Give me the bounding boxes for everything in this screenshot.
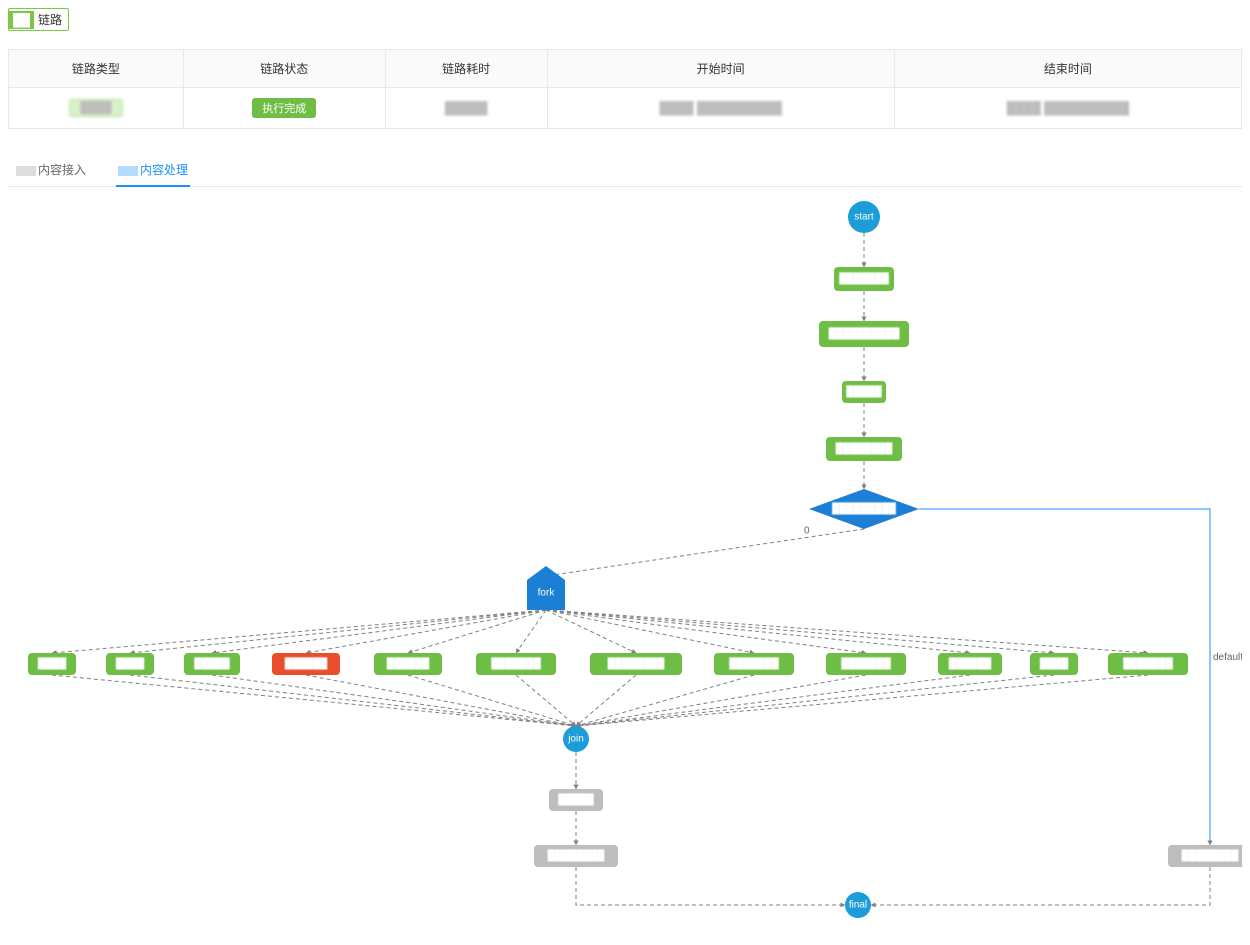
svg-text:████████: ████████ [548,849,606,863]
edge-b1-join [52,675,576,726]
svg-text:████████: ████████ [608,657,666,671]
edge-b10-join [576,675,970,726]
svg-text:██████: ██████ [285,657,328,671]
svg-text:██████: ██████ [387,657,430,671]
edge-fork-b3 [212,610,546,653]
node-b6[interactable]: ███████ [476,653,556,675]
tab-content-ingest[interactable]: 内容接入 [14,153,88,186]
node-b3[interactable]: █████ [184,653,240,675]
node-p3[interactable]: █████ [842,381,886,403]
cell-duration: █████ [445,101,488,115]
edge-g2-final [576,867,845,905]
flowchart-canvas: 0defaultstart███████████████████████████… [8,193,1242,933]
node-b7[interactable]: ████████ [590,653,682,675]
edge-label: default [1213,652,1242,663]
top-badge-prefix: ██ [9,11,34,29]
th-status: 链路状态 [183,50,385,88]
tab-content-process[interactable]: 内容处理 [116,153,190,186]
svg-text:█████: █████ [194,657,230,671]
th-type: 链路类型 [9,50,184,88]
svg-text:join: join [567,734,584,745]
edge-b12-join [576,675,1148,726]
node-p2[interactable]: ██████████ [819,321,909,347]
node-b12[interactable]: ███████ [1108,653,1188,675]
th-start: 开始时间 [547,50,894,88]
node-b2[interactable]: ████ [106,653,154,675]
edge-fork-b12 [546,610,1148,653]
edge-b2-join [130,675,576,726]
cell-status-badge: 执行完成 [252,98,316,118]
node-b5[interactable]: ██████ [374,653,442,675]
node-final[interactable]: final [845,892,871,918]
node-b4[interactable]: ██████ [272,653,340,675]
th-duration: 链路耗时 [385,50,547,88]
node-p1[interactable]: ███████ [834,267,894,291]
cell-end: ████ ██████████ [1007,101,1129,115]
node-g3[interactable]: ████████ [1168,845,1242,867]
tabs: 内容接入 内容处理 [8,153,1242,187]
svg-text:████: ████ [116,657,145,671]
edge-fork-b9 [546,610,866,653]
node-p4[interactable]: ████████ [826,437,902,461]
svg-text:████████: ████████ [836,442,894,456]
info-table: 链路类型 链路状态 链路耗时 开始时间 结束时间 ████ 执行完成 █████… [8,49,1242,129]
svg-text:fork: fork [538,588,556,599]
top-badge: ██ 链路 [8,8,69,31]
cell-type: ████ [69,99,122,117]
node-b9[interactable]: ███████ [826,653,906,675]
svg-text:████: ████ [1040,657,1069,671]
svg-text:███████: ███████ [491,657,542,671]
th-end: 结束时间 [894,50,1241,88]
svg-text:███████: ███████ [841,657,892,671]
flowchart-svg: 0defaultstart███████████████████████████… [8,193,1242,933]
node-join[interactable]: join [563,726,589,752]
node-b8[interactable]: ███████ [714,653,794,675]
svg-text:final: final [849,900,867,911]
edge-b4-join [306,675,576,726]
svg-text:█████: █████ [846,385,882,399]
edge-fork-b10 [546,610,970,653]
edge-label: 0 [804,525,810,536]
edge-g3-final [871,867,1210,905]
svg-text:███████: ███████ [839,272,890,286]
node-d1[interactable]: █████████ [809,489,919,529]
edge-fork-b1 [52,610,546,653]
top-badge-text: 链路 [38,13,62,27]
edge-b3-join [212,675,576,726]
svg-text:start: start [854,212,874,223]
node-g2[interactable]: ████████ [534,845,618,867]
edge-d1-g3 [919,509,1210,845]
svg-text:██████: ██████ [949,657,992,671]
svg-text:██████████: ██████████ [829,327,901,341]
svg-text:███████: ███████ [729,657,780,671]
svg-text:███████: ███████ [1123,657,1174,671]
edge-b9-join [576,675,866,726]
edge-b7-join [576,675,636,726]
node-b1[interactable]: ████ [28,653,76,675]
node-start[interactable]: start [848,201,880,233]
svg-text:████: ████ [38,657,67,671]
node-b10[interactable]: ██████ [938,653,1002,675]
edge-b5-join [408,675,576,726]
svg-text:█████: █████ [558,793,594,807]
cell-start: ████ ██████████ [659,101,781,115]
edge-b11-join [576,675,1054,726]
edge-d1-fork [546,529,864,576]
node-b11[interactable]: ████ [1030,653,1078,675]
svg-text:█████████: █████████ [832,502,897,516]
node-fork[interactable]: fork [527,566,565,610]
svg-text:████████: ████████ [1182,849,1240,863]
node-g1[interactable]: █████ [549,789,603,811]
table-row: ████ 执行完成 █████ ████ ██████████ ████ ███… [9,88,1242,129]
edge-fork-b6 [516,610,546,653]
edge-fork-b8 [546,610,754,653]
edge-fork-b2 [130,610,546,653]
